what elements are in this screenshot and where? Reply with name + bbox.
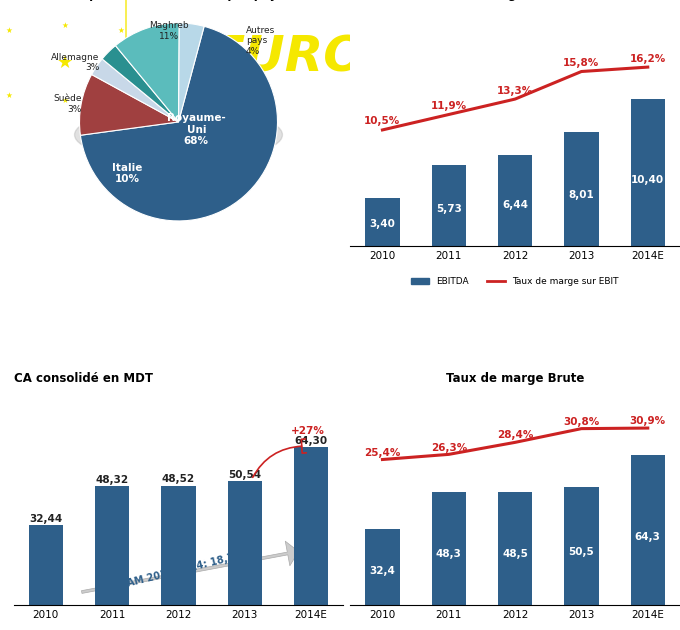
Text: 6,44: 6,44 [502,200,528,210]
Wedge shape [102,45,178,122]
Text: 48,52: 48,52 [162,474,195,484]
Bar [95,486,129,605]
Text: ★: ★ [158,77,165,86]
Text: 15,8%: 15,8% [563,58,600,68]
Text: 30,9%: 30,9% [630,416,666,427]
Bar [228,481,262,605]
Ellipse shape [75,108,282,162]
Bar [630,99,665,246]
Wedge shape [80,74,178,135]
Text: CA consolidé en MDT: CA consolidé en MDT [14,372,152,385]
Text: 48,5: 48,5 [502,549,528,559]
Text: ★: ★ [61,21,68,30]
Text: 30,8%: 30,8% [563,417,600,427]
Text: 28,4%: 28,4% [497,430,533,440]
Text: 13,3%: 13,3% [497,86,533,96]
Text: 50,54: 50,54 [228,469,261,479]
Title: Taux de marge Brute: Taux de marge Brute [446,372,584,385]
Text: ★: ★ [56,54,73,72]
Bar [365,198,400,246]
Text: ★: ★ [158,40,165,49]
Text: 64,30: 64,30 [294,436,328,446]
Text: Allemagne
3%: Allemagne 3% [51,53,99,72]
Bar [564,132,598,246]
Text: 16,2%: 16,2% [630,54,666,64]
Text: 10,5%: 10,5% [364,117,401,127]
Text: EURO-CYCLES: EURO-CYCLES [211,34,598,82]
Text: Autres
pays
4%: Autres pays 4% [245,26,275,55]
Bar [294,447,328,605]
Text: 64,3: 64,3 [635,532,661,542]
Legend: EBITDA, Taux de marge sur EBIT: EBITDA, Taux de marge sur EBIT [407,273,623,290]
Text: 50,5: 50,5 [568,547,594,557]
Text: ★: ★ [173,59,180,67]
Text: 3,40: 3,40 [369,219,395,229]
Text: ★: ★ [5,26,12,35]
Text: Italie
10%: Italie 10% [112,163,142,184]
Text: ★: ★ [117,91,124,100]
Text: ★: ★ [5,91,12,100]
Text: Royaume-
Uni
68%: Royaume- Uni 68% [167,113,226,146]
Bar [498,492,532,605]
Text: ★: ★ [117,26,124,35]
Text: S.A: S.A [622,73,656,91]
Bar [161,486,196,605]
Bar [432,164,466,246]
Bar [365,529,400,605]
Wedge shape [80,26,277,221]
Text: TCAM 2010-2014: 18,7%: TCAM 2010-2014: 18,7% [112,549,245,592]
Text: 11,9%: 11,9% [430,101,467,111]
Text: 32,4: 32,4 [369,566,395,576]
Text: 8,01: 8,01 [568,190,594,200]
Text: 5,73: 5,73 [436,204,462,214]
Text: 32,44: 32,44 [29,514,63,524]
Wedge shape [116,23,180,122]
Wedge shape [92,59,178,122]
Bar [630,455,665,605]
Bar [564,487,598,605]
Text: ★: ★ [61,96,68,105]
Text: 48,32: 48,32 [96,475,129,485]
Wedge shape [178,23,204,122]
Bar [432,492,466,605]
Text: +27%: +27% [291,427,325,437]
Text: 25,4%: 25,4% [364,448,401,457]
Bar [498,155,532,246]
Text: Suède
3%: Suède 3% [53,94,82,114]
Text: 10,40: 10,40 [631,175,664,185]
Text: 26,3%: 26,3% [430,442,467,452]
Legend: CA en MDT, Taux de marge Brute: CA en MDT, Taux de marge Brute [405,627,625,630]
Bar [29,525,63,605]
Text: 48,3: 48,3 [436,549,462,559]
Text: Maghreb
11%: Maghreb 11% [149,21,188,40]
